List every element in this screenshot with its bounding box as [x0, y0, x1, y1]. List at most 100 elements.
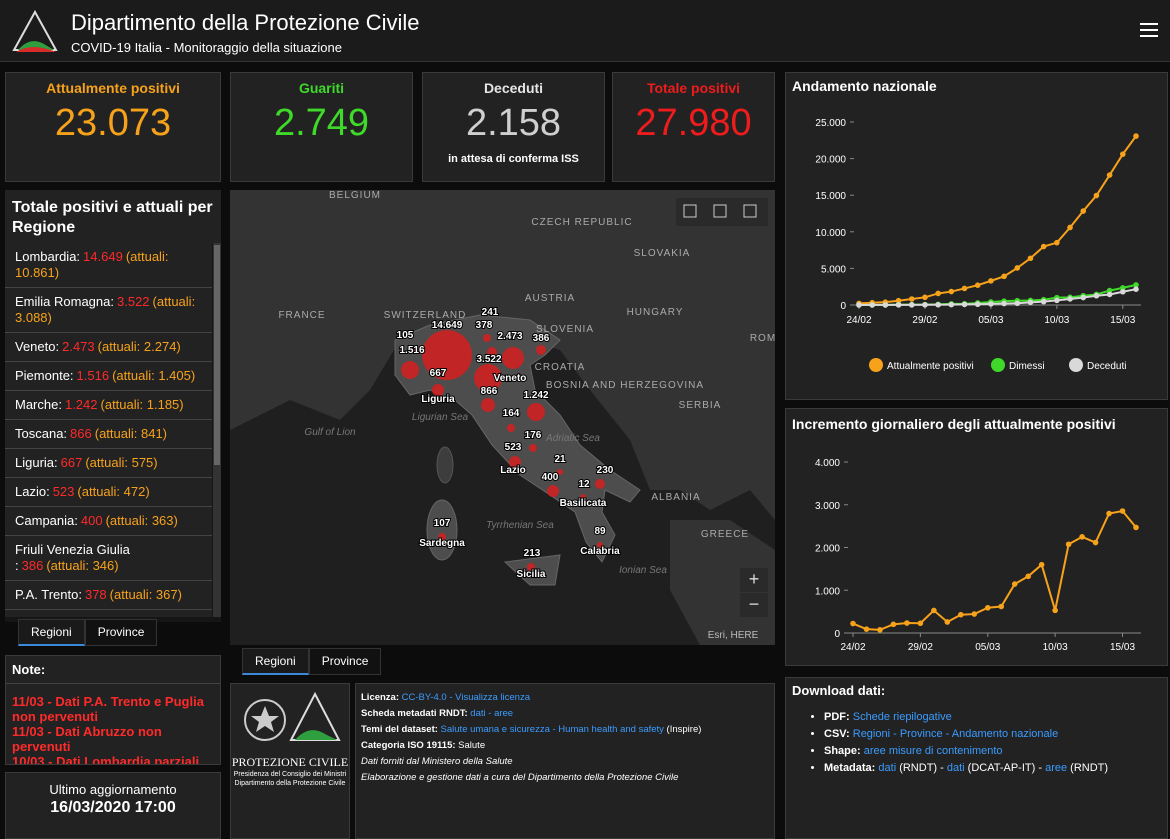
link[interactable]: Andamento nazionale	[951, 728, 1059, 740]
zoom-button[interactable]	[740, 593, 768, 617]
kpi-value: 23.073	[54, 102, 172, 144]
link[interactable]: dati	[946, 762, 965, 774]
bubble-label: 667	[430, 368, 447, 379]
region-row[interactable]: Liguria: 667 (attuali: 575)	[5, 449, 212, 478]
bubble[interactable]	[438, 533, 446, 541]
bubble[interactable]	[502, 347, 524, 369]
region-row[interactable]: Lazio: 523 (attuali: 472)	[5, 478, 212, 507]
point	[1014, 265, 1021, 271]
point	[1025, 573, 1031, 580]
link[interactable]: CC-BY-4.0	[399, 692, 447, 703]
notes-list: 11/03 - Dati P.A. Trento e Puglia non pe…	[6, 688, 220, 764]
bubble[interactable]	[597, 542, 603, 548]
map[interactable]: BELGIUM CZECH REPUBLIC SLOVAKIA FRANCE SWITZ…	[230, 190, 775, 645]
logo-emblems	[244, 691, 341, 741]
x-tick-label: 29/02	[912, 315, 937, 326]
bubble[interactable]	[408, 346, 416, 354]
link[interactable]: -	[446, 692, 456, 703]
region-row[interactable]: Marche: 1.242 (attuali: 1.185)	[5, 391, 212, 420]
bubble-label: 386	[533, 333, 550, 344]
region-row[interactable]: P.A. Trento: 378 (attuali: 367)	[5, 581, 212, 610]
point	[895, 302, 902, 308]
text: Salute	[455, 740, 486, 751]
bubble[interactable]	[481, 398, 495, 412]
region-row[interactable]: Emilia Romagna: 3.522 (attuali: 3.088)	[5, 288, 212, 333]
link[interactable]: aree	[494, 708, 514, 719]
bubble[interactable]	[474, 364, 502, 392]
sea-label: Adriatic Sea	[545, 433, 600, 444]
scroll-thumb[interactable]	[214, 245, 220, 465]
region-current: (attuali: 1.185)	[100, 397, 184, 412]
region-row[interactable]: Toscana: 866 (attuali: 841)	[5, 420, 212, 449]
bubble[interactable]	[536, 345, 546, 355]
y-tick-label: 0	[834, 629, 840, 640]
link[interactable]: Schede riepilogative	[849, 711, 952, 723]
bubble[interactable]	[557, 469, 563, 475]
link[interactable]: -	[485, 708, 495, 719]
link[interactable]: Regioni	[849, 728, 891, 740]
download-item: Shape: aree misure di contenimento	[824, 743, 1167, 760]
bubble[interactable]	[529, 444, 537, 452]
menu-bar	[1140, 35, 1158, 37]
country-label: HUNGARY	[627, 307, 684, 318]
country-label: AUSTRIA	[525, 293, 575, 304]
link[interactable]: Visualizza licenza	[455, 692, 530, 703]
region-total: 1.516	[76, 368, 110, 383]
point	[1067, 224, 1073, 231]
legend-label: Deceduti	[1087, 361, 1126, 372]
bubble-label: 176	[525, 430, 542, 441]
region-row[interactable]: Piemonte: 1.516 (attuali: 1.405)	[5, 362, 212, 391]
point	[988, 278, 994, 284]
bubble[interactable]	[509, 456, 521, 468]
link[interactable]: aree misure di contenimento	[860, 745, 1003, 757]
scrollbar[interactable]	[213, 243, 221, 617]
tab[interactable]: Province	[308, 648, 382, 675]
bubble[interactable]	[401, 361, 419, 379]
bubble[interactable]	[547, 485, 559, 497]
point	[869, 302, 875, 308]
tab[interactable]: Province	[84, 619, 158, 646]
link[interactable]: aree	[1045, 762, 1068, 774]
link[interactable]: dati	[467, 708, 486, 719]
tab[interactable]: Regioni	[242, 648, 309, 675]
bubble[interactable]	[527, 403, 545, 421]
bubble[interactable]	[483, 334, 491, 342]
point	[1065, 541, 1072, 548]
bubble[interactable]	[487, 347, 497, 357]
region-row[interactable]: Lombardia: 14.649 (attuali: 10.861)	[5, 243, 212, 288]
region-name: Lazio:	[15, 484, 50, 499]
bubble-label: 14.649	[432, 320, 463, 331]
menu-button[interactable]	[1140, 22, 1160, 40]
point	[1080, 294, 1087, 301]
bubble[interactable]	[507, 424, 515, 432]
region-row[interactable]: Campania: 400 (attuali: 363)	[5, 507, 212, 536]
link[interactable]: -	[890, 728, 900, 740]
region-row[interactable]: Veneto: 2.473 (attuali: 2.274)	[5, 333, 212, 362]
zoom-button[interactable]	[740, 568, 768, 592]
region-name: Lombardia:	[15, 249, 81, 264]
region-row[interactable]: Friuli Venezia Giulia :386 (attuali: 346)	[5, 536, 212, 581]
tab[interactable]: Regioni	[18, 619, 85, 646]
download-label: CSV:	[824, 728, 850, 740]
point	[948, 288, 955, 295]
bubble[interactable]	[432, 384, 444, 396]
region-row[interactable]: P.A. Bolzano:241(attuali: 235)	[5, 610, 212, 617]
bubble[interactable]	[527, 563, 535, 571]
link[interactable]: Salute umana e sicurezza - Human health …	[437, 724, 664, 735]
link[interactable]: dati	[875, 762, 897, 774]
place-label: Lazio	[500, 465, 526, 476]
update-panel: Ultimo aggiornamento 16/03/2020 17:00	[5, 772, 221, 839]
basemap-icon[interactable]	[743, 204, 757, 218]
bubble[interactable]	[595, 479, 605, 489]
map-tabs: Regioni Province	[242, 648, 382, 675]
bubble[interactable]	[580, 494, 586, 500]
link[interactable]: Province	[899, 728, 943, 740]
attribution-bg	[702, 627, 764, 641]
link[interactable]: -	[942, 728, 952, 740]
list-icon[interactable]	[683, 204, 697, 218]
layers-icon[interactable]	[713, 204, 727, 218]
text: (DCAT-AP-IT) -	[964, 762, 1046, 774]
region-panel: Totale positivi e attuali per Regione Lo…	[5, 190, 221, 622]
text: (RNDT) -	[896, 762, 947, 774]
bubble[interactable]	[422, 330, 472, 380]
